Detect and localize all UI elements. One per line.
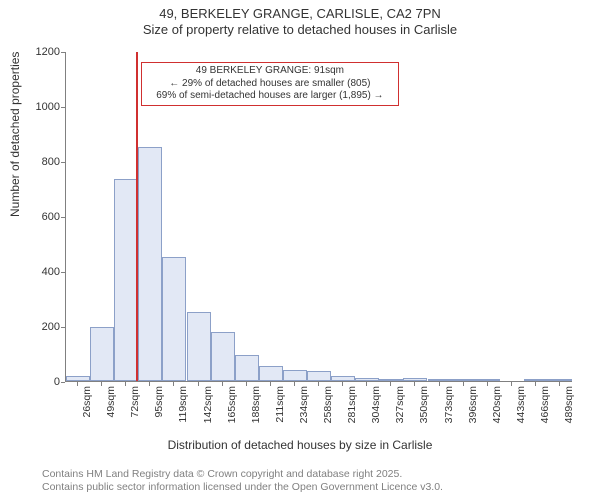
- x-tick-label: 466sqm: [539, 386, 551, 423]
- x-tick-mark: [511, 382, 512, 386]
- y-tick-mark: [61, 217, 65, 218]
- histogram-bar: [452, 379, 476, 381]
- title-line-1: 49, BERKELEY GRANGE, CARLISLE, CA2 7PN: [0, 6, 600, 22]
- x-tick-label: 26sqm: [81, 386, 93, 418]
- x-tick-mark: [246, 382, 247, 386]
- x-tick-mark: [173, 382, 174, 386]
- x-tick-mark: [390, 382, 391, 386]
- x-tick-mark: [294, 382, 295, 386]
- x-tick-mark: [414, 382, 415, 386]
- x-tick-label: 396sqm: [467, 386, 479, 423]
- y-axis-title: Number of detached properties: [8, 52, 22, 217]
- y-tick-label: 400: [10, 266, 60, 278]
- x-tick-mark: [535, 382, 536, 386]
- x-tick-label: 49sqm: [105, 386, 117, 418]
- histogram-bar: [162, 257, 186, 381]
- footer-line-2: Contains public sector information licen…: [42, 481, 443, 494]
- histogram-bar: [307, 371, 331, 381]
- annotation-line-3: 69% of semi-detached houses are larger (…: [146, 90, 394, 103]
- x-tick-mark: [487, 382, 488, 386]
- title-line-2: Size of property relative to detached ho…: [0, 22, 600, 38]
- x-tick-label: 211sqm: [274, 386, 286, 423]
- histogram-bar: [379, 379, 403, 381]
- y-tick-mark: [61, 382, 65, 383]
- x-tick-label: 304sqm: [370, 386, 382, 423]
- x-tick-mark: [125, 382, 126, 386]
- x-tick-mark: [463, 382, 464, 386]
- y-tick-mark: [61, 52, 65, 53]
- histogram-bar: [548, 379, 572, 381]
- attribution-footer: Contains HM Land Registry data © Crown c…: [42, 468, 443, 494]
- x-tick-mark: [366, 382, 367, 386]
- x-tick-mark: [77, 382, 78, 386]
- x-tick-mark: [342, 382, 343, 386]
- x-tick-label: 165sqm: [226, 386, 238, 423]
- x-tick-label: 420sqm: [491, 386, 503, 423]
- x-tick-mark: [439, 382, 440, 386]
- histogram-bar: [259, 366, 283, 381]
- x-tick-label: 489sqm: [563, 386, 575, 423]
- histogram-bar: [211, 332, 235, 382]
- y-tick-mark: [61, 272, 65, 273]
- x-tick-mark: [559, 382, 560, 386]
- y-tick-mark: [61, 162, 65, 163]
- x-tick-mark: [149, 382, 150, 386]
- x-tick-mark: [318, 382, 319, 386]
- histogram-bar: [476, 379, 500, 381]
- x-tick-label: 373sqm: [443, 386, 455, 423]
- x-tick-label: 350sqm: [418, 386, 430, 423]
- x-tick-label: 119sqm: [177, 386, 189, 423]
- y-tick-mark: [61, 327, 65, 328]
- property-marker-line: [136, 52, 138, 381]
- y-tick-mark: [61, 107, 65, 108]
- footer-line-1: Contains HM Land Registry data © Crown c…: [42, 468, 443, 481]
- x-tick-mark: [222, 382, 223, 386]
- x-tick-label: 142sqm: [202, 386, 214, 423]
- histogram-bar: [138, 147, 162, 381]
- x-tick-label: 443sqm: [515, 386, 527, 423]
- annotation-box: 49 BERKELEY GRANGE: 91sqm ← 29% of detac…: [141, 62, 399, 106]
- x-tick-mark: [101, 382, 102, 386]
- x-tick-label: 327sqm: [394, 386, 406, 423]
- histogram-bar: [66, 376, 90, 382]
- x-tick-label: 95sqm: [153, 386, 165, 418]
- x-tick-mark: [198, 382, 199, 386]
- x-tick-label: 258sqm: [322, 386, 334, 423]
- x-tick-mark: [270, 382, 271, 386]
- histogram-bar: [428, 379, 452, 381]
- histogram-bar: [331, 376, 355, 382]
- chart-title: 49, BERKELEY GRANGE, CARLISLE, CA2 7PN S…: [0, 6, 600, 38]
- histogram-bar: [355, 378, 379, 381]
- x-tick-label: 234sqm: [298, 386, 310, 423]
- histogram-bar: [187, 312, 211, 381]
- histogram-bar: [114, 179, 138, 381]
- x-tick-label: 281sqm: [346, 386, 358, 423]
- histogram-bar: [235, 355, 259, 381]
- y-tick-label: 0: [10, 376, 60, 388]
- chart-container: { "title": { "line1": "49, BERKELEY GRAN…: [0, 0, 600, 500]
- histogram-bar: [403, 378, 427, 381]
- histogram-bar: [283, 370, 307, 381]
- annotation-line-1: 49 BERKELEY GRANGE: 91sqm: [146, 65, 394, 78]
- y-tick-label: 200: [10, 321, 60, 333]
- histogram-bar: [524, 379, 548, 381]
- x-axis-title: Distribution of detached houses by size …: [0, 438, 600, 452]
- x-tick-label: 72sqm: [129, 386, 141, 418]
- annotation-line-2: ← 29% of detached houses are smaller (80…: [146, 78, 394, 91]
- x-tick-label: 188sqm: [250, 386, 262, 423]
- histogram-bar: [90, 327, 114, 381]
